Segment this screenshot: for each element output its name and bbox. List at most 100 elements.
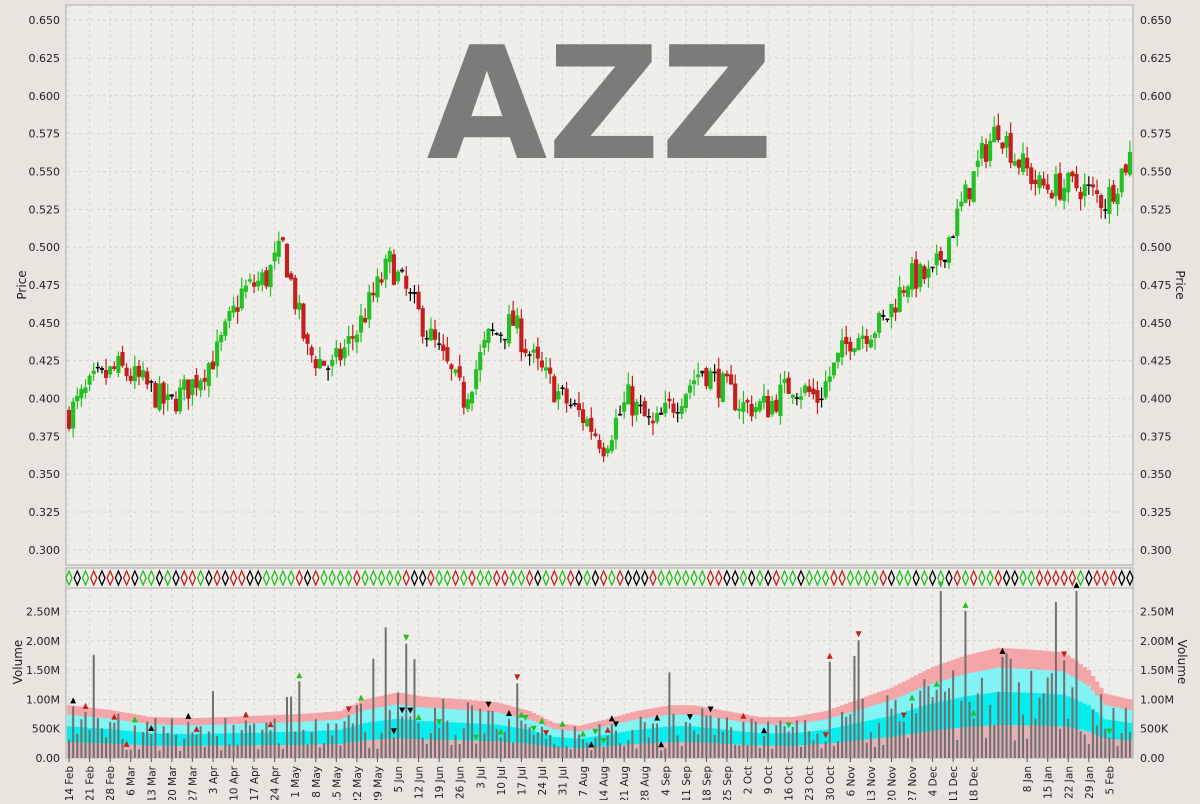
candle-body (601, 447, 606, 457)
volume-axis-label-right: Volume (1175, 640, 1189, 685)
volume-up-arrow (962, 601, 969, 608)
signal-diamond (805, 569, 813, 587)
volume-bar (853, 655, 856, 758)
volume-bar (174, 734, 177, 758)
volume-bar (586, 742, 589, 758)
date-tick-label: 28 Feb (105, 766, 117, 800)
volume-bar (335, 723, 338, 758)
price-tick-label: 0.375 (29, 430, 61, 443)
volume-band-inner (675, 726, 680, 743)
price-tick-label: 0.325 (29, 506, 61, 519)
volume-bar (931, 697, 934, 758)
candle-body (868, 339, 873, 348)
candle-body (363, 317, 368, 323)
signal-diamond (969, 569, 978, 587)
signal-diamond (772, 569, 781, 587)
candle-body (108, 366, 113, 375)
volume-bar (680, 746, 683, 758)
volume-bar (170, 718, 173, 758)
price-tick-label: 0.400 (29, 393, 61, 406)
candle-body (223, 321, 228, 336)
signal-diamond (394, 569, 402, 587)
volume-bar (688, 723, 691, 758)
price-axis-label-left: Price (15, 270, 29, 299)
candle-body (926, 268, 931, 278)
candle-body (712, 371, 717, 374)
candle-body (408, 292, 413, 294)
volume-band-inner (811, 731, 816, 745)
volume-bar (635, 748, 638, 758)
volume-tick-label: 2.00M (26, 635, 60, 648)
volume-band-inner (737, 731, 742, 745)
candle-body (215, 341, 220, 367)
signal-diamond (451, 569, 460, 587)
candle-body (708, 370, 713, 389)
volume-band-inner (453, 722, 458, 741)
volume-bar (1022, 714, 1025, 758)
candle-body (766, 396, 771, 418)
volume-bar (836, 741, 839, 758)
volume-bar (590, 750, 593, 758)
date-tick-label: 20 Nov (886, 766, 898, 800)
volume-band-inner (67, 726, 72, 743)
candle-body (120, 352, 125, 366)
price-axis-right: 0.300 0.325 0.350 0.375 0.400 0.425 0.450 0.475… (1140, 14, 1172, 557)
price-tick-label: 0.475 (29, 279, 61, 292)
volume-bar (882, 745, 885, 758)
volume-bar (240, 729, 243, 758)
volume-bar (532, 734, 535, 758)
signal-diamond (246, 569, 254, 587)
volume-bar (709, 715, 712, 758)
candle-body (420, 308, 425, 337)
volume-bar (812, 740, 815, 758)
candle-body (790, 394, 795, 398)
candle-body (490, 329, 495, 332)
volume-tick-label: 1.50M (26, 664, 60, 677)
volume-up-arrow (358, 694, 365, 701)
signal-diamond (1043, 569, 1052, 587)
signal-diamond (928, 569, 937, 587)
signal-diamond (789, 569, 797, 587)
date-tick-label: 29 May (372, 766, 384, 800)
volume-bar (952, 670, 955, 758)
signal-diamond (846, 569, 855, 587)
volume-bar (824, 741, 827, 758)
signal-diamond (961, 569, 970, 587)
volume-band-inner (622, 731, 627, 745)
signal-diamond (1109, 569, 1118, 587)
volume-band-inner (585, 737, 590, 748)
signal-diamond (344, 569, 353, 587)
candle-body (511, 310, 516, 326)
candle-body (864, 335, 869, 344)
candle-body (716, 368, 721, 399)
candle-body (198, 380, 203, 391)
candle-body (605, 448, 610, 454)
candle-body (235, 307, 240, 312)
volume-band-inner (618, 732, 623, 746)
volume-down-arrow (600, 737, 607, 744)
volume-up-arrow (559, 720, 566, 727)
signal-diamond (747, 569, 756, 587)
candle-body (1074, 174, 1079, 189)
volume-bar (512, 742, 515, 758)
volume-band-inner (1078, 701, 1083, 730)
candle-body (79, 388, 84, 399)
volume-band-inner (305, 731, 310, 745)
volume-bar (980, 677, 983, 758)
price-tick-label: 0.450 (29, 317, 61, 330)
volume-bar (886, 695, 889, 758)
price-tick-label: 0.550 (29, 165, 61, 178)
volume-up-arrow (588, 741, 595, 748)
volume-bar (207, 731, 210, 758)
volume-up-arrow (506, 709, 513, 716)
volume-bar (224, 717, 227, 758)
candle-body (354, 334, 359, 343)
signal-diamond (353, 569, 361, 587)
volume-band-inner (552, 736, 557, 748)
candle-body (445, 347, 450, 362)
candle-body (1115, 193, 1120, 205)
date-tick-label: 22 May (352, 766, 364, 800)
signal-diamond (295, 569, 304, 587)
candle-body (449, 364, 454, 370)
volume-bar (948, 688, 951, 758)
